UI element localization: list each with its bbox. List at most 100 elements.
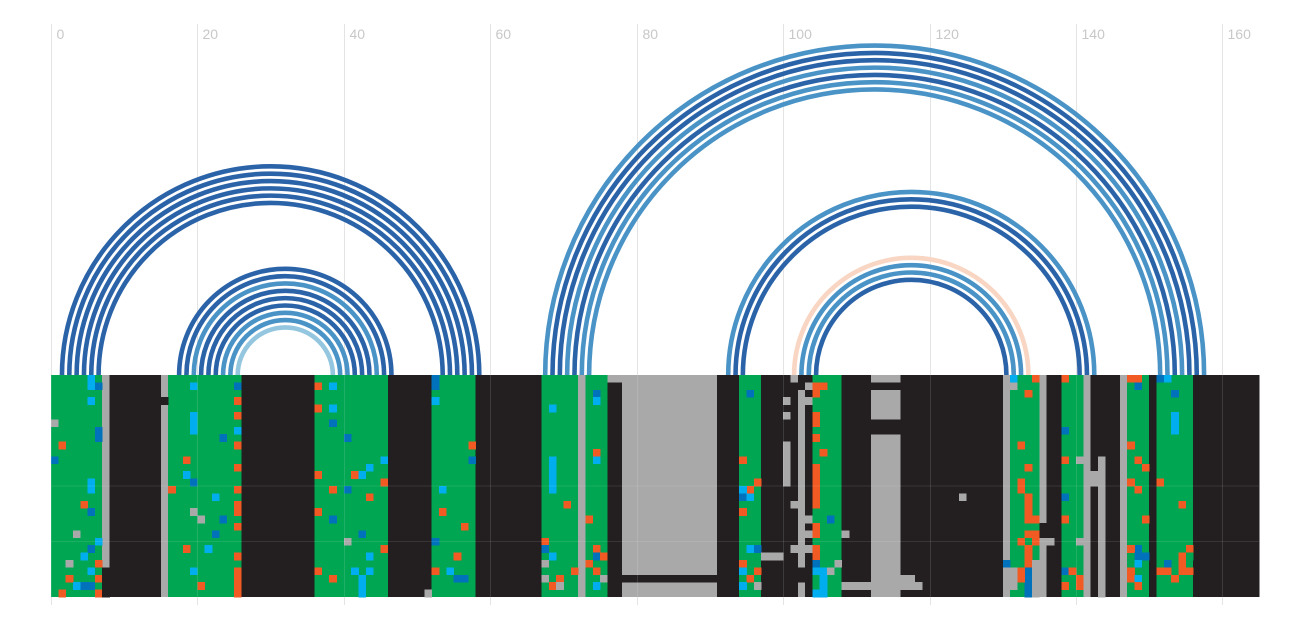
matrix-cell-237 [885, 419, 894, 428]
matrix-cell-117 [548, 552, 557, 561]
matrix-cell-191 [819, 382, 828, 391]
matrix-cell-213 [812, 567, 821, 576]
tick-label-20: 20 [203, 26, 219, 42]
matrix-cell-339 [1156, 375, 1165, 383]
matrix-cell-246 [980, 560, 989, 568]
matrix-cell-8 [51, 456, 59, 465]
matrix-cell-248 [1002, 560, 1011, 568]
matrix-cell-49 [234, 500, 242, 509]
matrix-band-29 [1083, 375, 1092, 597]
matrix-cell-114 [563, 500, 572, 509]
matrix-cell-223 [878, 582, 886, 590]
matrix-cell-236 [878, 419, 886, 428]
matrix-cell-154 [746, 486, 755, 494]
matrix-cell-54 [234, 523, 242, 531]
matrix-cell-308 [1097, 530, 1106, 539]
matrix-cell-134 [600, 574, 608, 583]
matrix-cell-256 [1024, 493, 1033, 502]
matrix-cell-281 [1010, 574, 1018, 583]
matrix-cell-247 [988, 560, 996, 568]
matrix-cell-5 [94, 426, 103, 435]
matrix-cell-160 [753, 545, 762, 553]
matrix-cell-30 [102, 582, 110, 590]
matrix-cell-144 [665, 574, 674, 583]
matrix-cell-329 [1141, 515, 1150, 524]
matrix-cell-138 [622, 574, 630, 583]
matrix-cell-225 [892, 582, 901, 590]
matrix-cell-135 [592, 582, 601, 590]
matrix-cell-13 [72, 530, 81, 539]
matrix-cell-228 [914, 582, 923, 590]
matrix-cell-234 [892, 382, 901, 391]
matrix-cell-282 [1010, 582, 1018, 590]
matrix-cell-56 [182, 545, 191, 553]
matrix-cell-175 [783, 463, 791, 472]
matrix-cell-42 [182, 456, 191, 465]
matrix-cell-306 [1097, 515, 1106, 524]
matrix-cell-68 [329, 404, 337, 413]
matrix-cell-163 [753, 567, 762, 576]
matrix-cell-136 [607, 375, 616, 383]
matrix-cell-79 [365, 493, 374, 502]
matrix-cell-122 [570, 567, 579, 576]
matrix-cell-283 [1039, 523, 1047, 531]
matrix-cell-150 [709, 574, 718, 583]
matrix-cell-27 [160, 397, 169, 405]
matrix-cell-181 [805, 545, 813, 553]
matrix-cell-112 [548, 478, 557, 487]
matrix-cell-164 [746, 574, 755, 583]
matrix-cell-41 [234, 441, 242, 450]
matrix-cell-126 [592, 449, 601, 457]
matrix-cell-97 [468, 456, 476, 465]
matrix-cell-348 [1163, 560, 1172, 568]
matrix-cell-84 [380, 545, 389, 553]
arc-12 [220, 310, 350, 376]
matrix-cell-118 [541, 560, 550, 568]
arc-4 [88, 193, 453, 376]
matrix-cell-25 [58, 589, 66, 598]
matrix-cell-317 [1090, 471, 1099, 479]
matrix-cell-156 [739, 493, 747, 502]
matrix-cell-273 [1017, 567, 1026, 576]
matrix-cell-231 [870, 382, 879, 391]
matrix-cell-45 [190, 478, 198, 487]
matrix-cell-203 [812, 523, 821, 531]
arc-9 [198, 288, 372, 376]
matrix-cell-120 [548, 582, 557, 590]
matrix-cell-14 [94, 537, 103, 546]
matrix-cell-161 [739, 560, 747, 568]
matrix-cell-57 [204, 545, 213, 553]
matrix-cell-279 [1032, 589, 1040, 598]
matrix-cell-271 [1032, 530, 1040, 539]
matrix-band-13 [607, 375, 623, 597]
matrix-band-24 [1002, 375, 1011, 597]
matrix-cell-233 [885, 382, 894, 391]
matrix-cell-278 [1032, 582, 1040, 590]
matrix-cell-67 [314, 404, 323, 413]
matrix-cell-107 [424, 589, 433, 598]
matrix-cell-324 [1127, 441, 1135, 450]
matrix-cell-328 [1134, 486, 1143, 494]
matrix-cell-149 [702, 574, 711, 583]
matrix-cell-0 [51, 419, 59, 428]
matrix-cell-52 [197, 515, 206, 524]
arc-21 [586, 88, 1163, 376]
matrix-cell-342 [1171, 412, 1179, 420]
tick-label-120: 120 [936, 26, 960, 42]
matrix-cell-148 [695, 574, 703, 583]
matrix-cell-280 [1010, 567, 1018, 576]
matrix-cell-347 [1185, 545, 1194, 553]
matrix-cell-92 [358, 589, 367, 598]
matrix-cell-270 [1032, 375, 1040, 383]
matrix-cell-198 [812, 471, 821, 479]
tick-label-160: 160 [1228, 26, 1252, 42]
matrix-cell-53 [219, 515, 228, 524]
matrix-cell-100 [460, 523, 469, 531]
matrix-cell-187 [805, 397, 813, 405]
matrix-cell-66 [329, 382, 337, 391]
matrix-cell-291 [1061, 515, 1069, 524]
matrix-cell-81 [329, 515, 337, 524]
matrix-cell-235 [870, 419, 879, 428]
matrix-cell-36 [234, 412, 242, 420]
